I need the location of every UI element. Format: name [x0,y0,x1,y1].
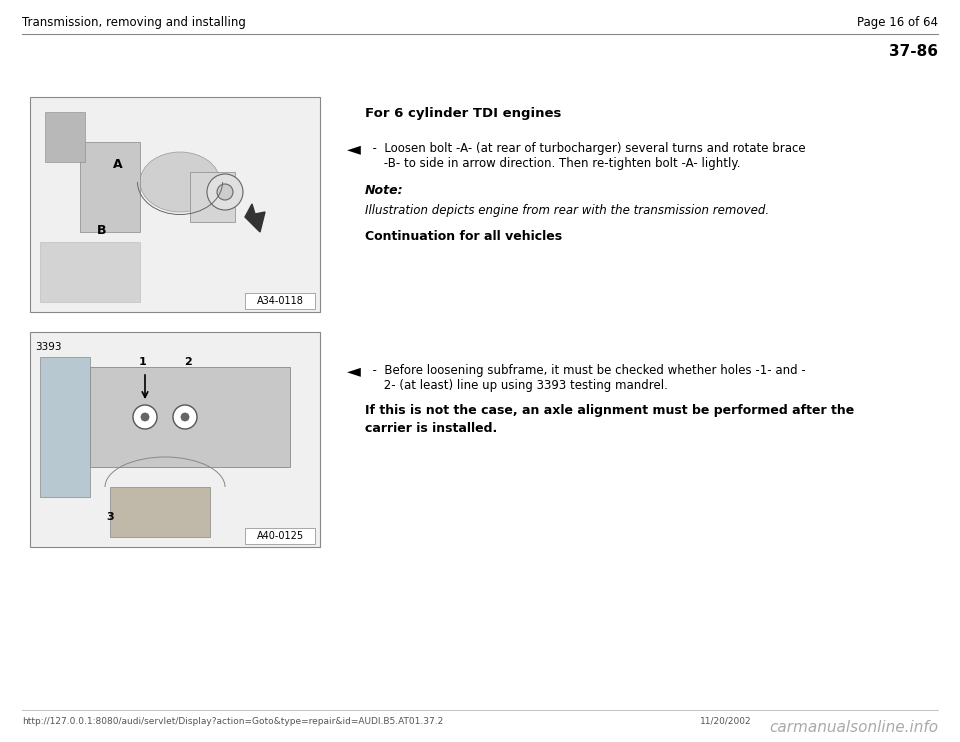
Text: Transmission, removing and installing: Transmission, removing and installing [22,16,246,29]
Text: A40-0125: A40-0125 [256,531,303,541]
Text: Continuation for all vehicles: Continuation for all vehicles [365,230,563,243]
Text: B: B [97,223,107,237]
Text: 3: 3 [107,512,114,522]
Text: A34-0118: A34-0118 [256,296,303,306]
Circle shape [181,413,189,421]
Text: ◄: ◄ [347,140,361,158]
Circle shape [173,405,197,429]
Bar [110,487,210,537]
Bar [40,242,140,302]
Circle shape [207,174,243,210]
Text: 11/20/2002: 11/20/2002 [700,717,752,726]
Text: Note:: Note: [365,184,403,197]
Text: Page 16 of 64: Page 16 of 64 [857,16,938,29]
Ellipse shape [140,152,220,212]
Text: carmanualsonline.info: carmanualsonline.info [769,720,938,735]
Polygon shape [245,204,265,232]
Circle shape [141,413,149,421]
Bar [90,367,290,467]
Text: -B- to side in arrow direction. Then re-tighten bolt -A- lightly.: -B- to side in arrow direction. Then re-… [365,157,740,170]
Text: For 6 cylinder TDI engines: For 6 cylinder TDI engines [365,107,562,120]
Bar [245,528,315,544]
Bar [80,142,140,232]
Bar [40,357,90,497]
Bar [45,112,85,162]
Text: 37-86: 37-86 [889,44,938,59]
Text: carrier is installed.: carrier is installed. [365,422,497,435]
Bar [190,172,235,222]
Text: ◄: ◄ [347,362,361,380]
Text: A: A [113,157,123,171]
Bar [30,332,320,547]
Bar [245,293,315,309]
Text: http://127.0.0.1:8080/audi/servlet/Display?action=Goto&type=repair&id=AUDI.B5.AT: http://127.0.0.1:8080/audi/servlet/Displ… [22,717,444,726]
Text: Illustration depicts engine from rear with the transmission removed.: Illustration depicts engine from rear wi… [365,204,769,217]
Text: 1: 1 [139,357,147,367]
Circle shape [217,184,233,200]
Text: 3393: 3393 [35,342,61,352]
Text: -  Before loosening subframe, it must be checked whether holes -1- and -: - Before loosening subframe, it must be … [365,364,805,377]
Text: 2: 2 [184,357,192,367]
Bar [30,97,320,312]
Text: If this is not the case, an axle alignment must be performed after the: If this is not the case, an axle alignme… [365,404,854,417]
Text: -  Loosen bolt -A- (at rear of turbocharger) several turns and rotate brace: - Loosen bolt -A- (at rear of turbocharg… [365,142,805,155]
Text: 2- (at least) line up using 3393 testing mandrel.: 2- (at least) line up using 3393 testing… [365,379,668,392]
Circle shape [133,405,157,429]
